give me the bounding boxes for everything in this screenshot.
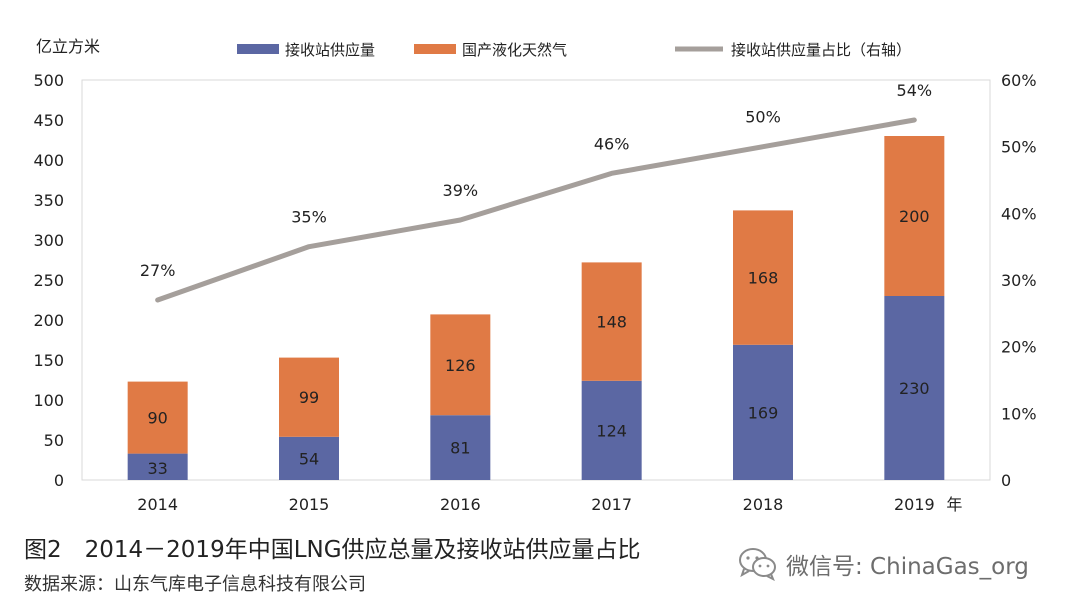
plot-area [81, 79, 991, 481]
y-left-tick-label: 500 [33, 71, 64, 90]
share-label: 46% [594, 134, 630, 153]
legend: 接收站供应量 国产液化天然气 接收站供应量占比（右轴） [237, 41, 911, 59]
chart: 亿立方米 接收站供应量 国产液化天然气 接收站供应量占比（右轴） 0 50 100 150… [33, 37, 1037, 514]
y-left-ticks: 0 50 100 150 200 250 300 350 400 450 500 [33, 71, 64, 490]
watermark: 微信号: ChinaGas_org [738, 547, 1029, 581]
figure-caption: 图2 2014－2019年中国LNG供应总量及接收站供应量占比 [24, 537, 641, 563]
y-right-tick-label: 20% [1001, 338, 1037, 357]
y-left-tick-label: 200 [33, 311, 64, 330]
line-layer: 27% 35% 39% 46% 50% 54% [140, 81, 933, 303]
bar-segment-domestic [733, 210, 793, 345]
bar-segment-domestic [127, 381, 188, 454]
share-label: 27% [140, 261, 176, 280]
bar-segment-domestic [430, 314, 491, 416]
bar-segment-domestic [884, 136, 945, 296]
share-label: 35% [291, 208, 327, 227]
x-tick-label: 2019 [894, 495, 935, 514]
y-right-tick-label: 30% [1001, 271, 1037, 290]
legend-label: 接收站供应量占比（右轴） [731, 41, 911, 59]
y-left-tick-label: 50 [44, 431, 64, 450]
y-left-tick-label: 0 [54, 471, 64, 490]
bars: 33 90 54 99 81 126 124 148 169 168 230 200 [127, 136, 945, 480]
x-tick-label: 2016 [440, 495, 481, 514]
y-left-tick-label: 100 [33, 391, 64, 410]
y-right-ticks: 0 10% 20% 30% 40% 50% 60% [1001, 71, 1037, 490]
bar-segment-terminal [733, 344, 793, 480]
bar-label-domestic: 126 [445, 356, 476, 375]
y-left-tick-label: 350 [33, 191, 64, 210]
bar-segment-terminal [127, 453, 188, 480]
bar-segment-domestic [581, 262, 642, 381]
y-left-tick-label: 400 [33, 151, 64, 170]
y-left-tick-label: 450 [33, 111, 64, 130]
bar-label-terminal: 169 [748, 403, 779, 422]
x-ticks: 2014 2015 2016 2017 2018 2019 年 [137, 495, 962, 514]
bar-label-terminal: 54 [299, 449, 319, 468]
bar-segment-domestic [279, 357, 339, 437]
bar-label-domestic: 168 [748, 269, 779, 288]
bar-label-terminal: 230 [899, 379, 930, 398]
y-left-tick-label: 150 [33, 351, 64, 370]
x-tick-label: 2017 [591, 495, 632, 514]
x-axis-unit: 年 [946, 495, 962, 514]
bar-segment-terminal [279, 436, 339, 480]
share-line [155, 117, 917, 303]
bar-label-terminal: 124 [596, 421, 627, 440]
legend-swatch [237, 44, 279, 54]
y-right-tick-label: 0 [1001, 471, 1011, 490]
bar-label-domestic: 90 [147, 409, 167, 428]
x-tick-label: 2015 [289, 495, 330, 514]
y-right-tick-label: 40% [1001, 204, 1037, 223]
bar-label-terminal: 33 [147, 459, 167, 478]
bar-label-domestic: 200 [899, 207, 930, 226]
y-axis-label: 亿立方米 [36, 37, 100, 56]
watermark-label: 微信号: ChinaGas_org [786, 554, 1029, 580]
x-tick-label: 2014 [137, 495, 178, 514]
share-label: 54% [897, 81, 933, 100]
y-left-tick-label: 250 [33, 271, 64, 290]
y-right-tick-label: 50% [1001, 138, 1037, 157]
legend-swatch [414, 44, 456, 54]
bar-segment-terminal [884, 296, 945, 480]
y-left-tick-label: 300 [33, 231, 64, 250]
x-tick-label: 2018 [743, 495, 784, 514]
bar-label-domestic: 148 [596, 313, 627, 332]
data-source: 数据来源：山东气库电子信息科技有限公司 [24, 574, 366, 595]
bar-label-domestic: 99 [299, 388, 319, 407]
bar-segment-terminal [581, 380, 642, 480]
share-label: 39% [443, 181, 479, 200]
share-label: 50% [745, 108, 781, 127]
legend-label: 接收站供应量 [285, 41, 375, 59]
legend-label: 国产液化天然气 [462, 41, 567, 59]
bar-label-terminal: 81 [450, 439, 470, 458]
wechat-icon [739, 548, 776, 581]
bar-segment-terminal [430, 415, 491, 480]
y-right-tick-label: 10% [1001, 404, 1037, 423]
y-right-tick-label: 60% [1001, 71, 1037, 90]
